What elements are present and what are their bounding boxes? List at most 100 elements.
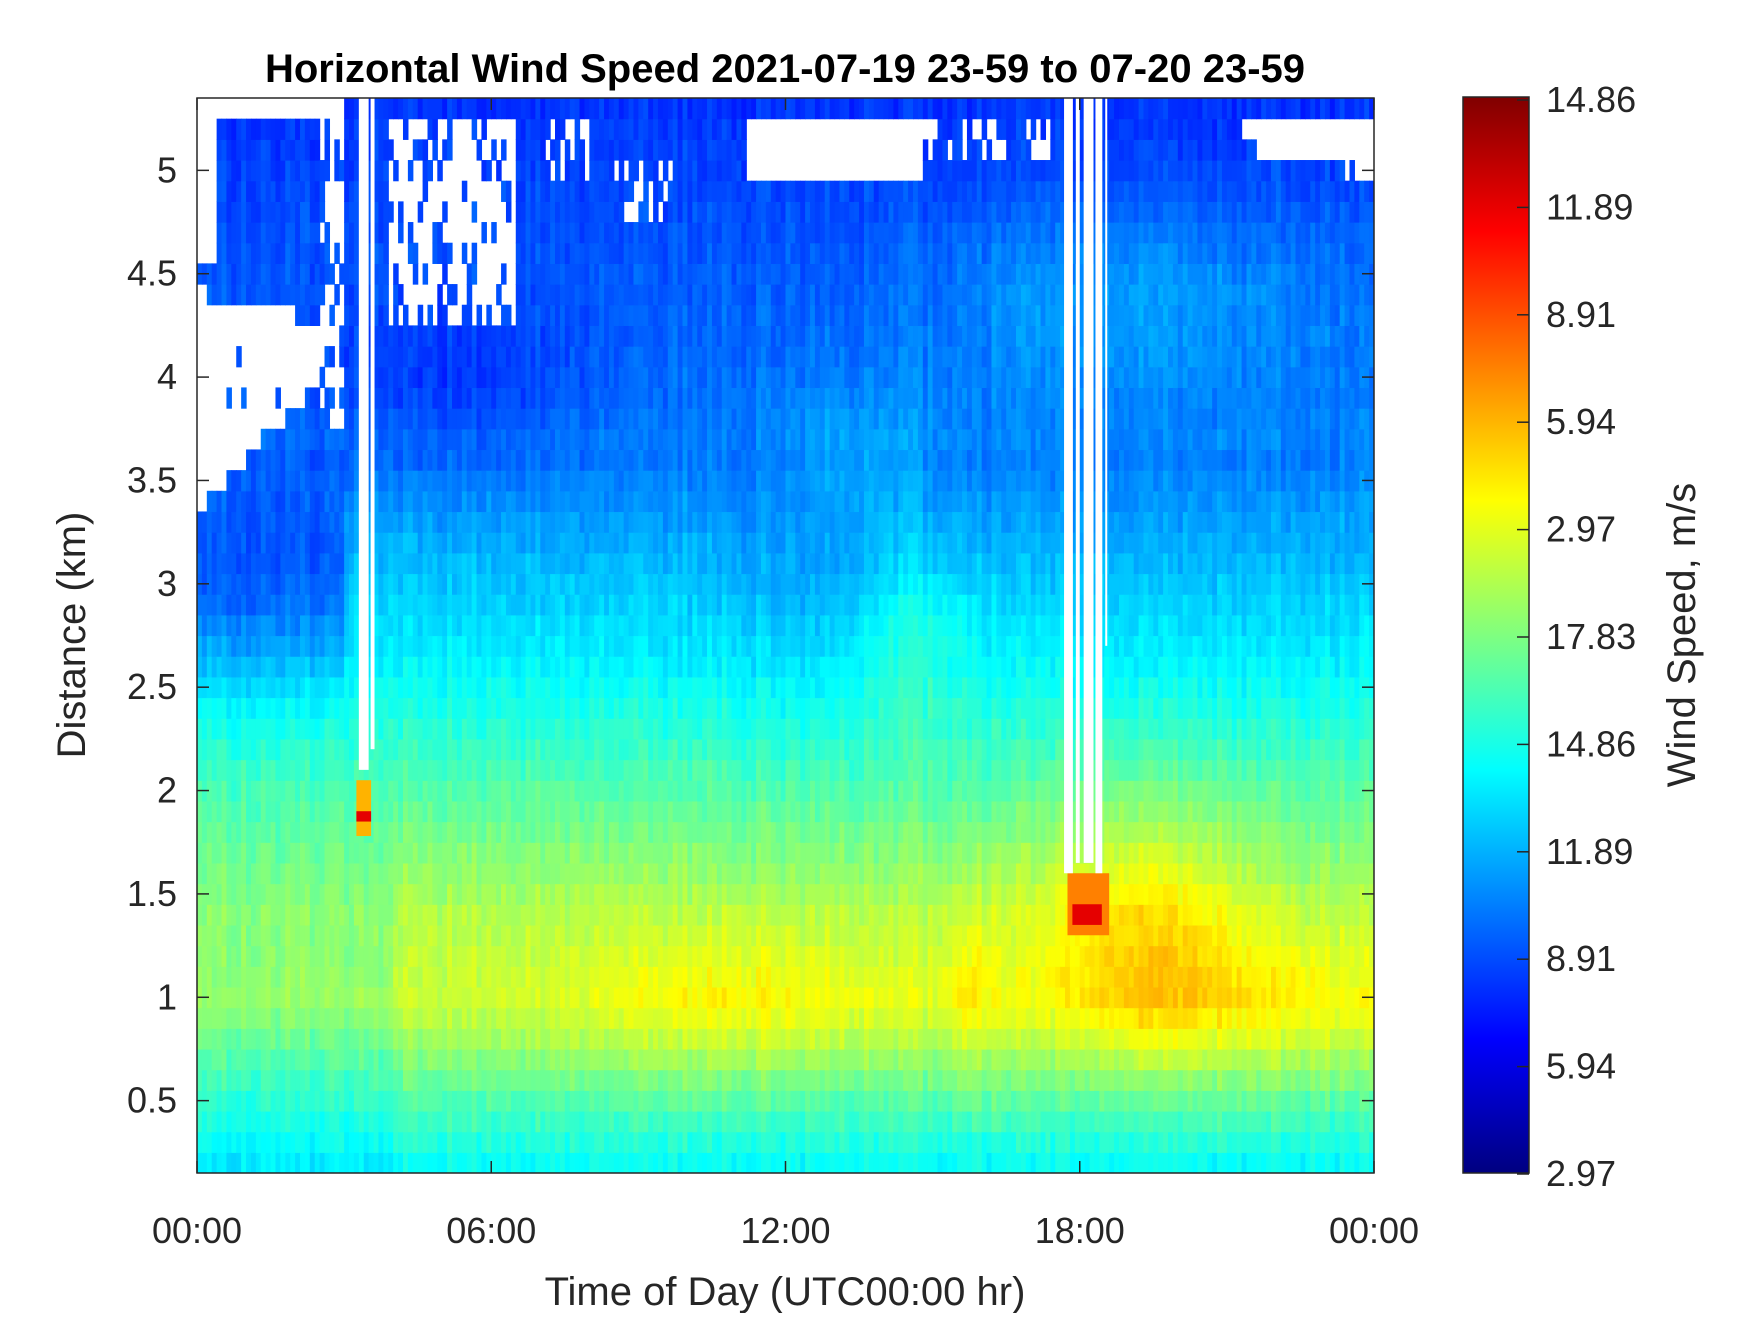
heatmap-cell xyxy=(226,1131,232,1153)
heatmap-cell xyxy=(618,966,625,988)
heatmap-cell xyxy=(344,1007,350,1029)
heatmap-cell xyxy=(339,532,345,554)
heatmap-cell xyxy=(501,573,507,595)
heatmap-cell xyxy=(569,222,576,244)
heatmap-cell xyxy=(584,635,590,657)
heatmap-cell xyxy=(564,738,571,761)
heatmap-cell xyxy=(525,263,532,285)
heatmap-cell xyxy=(657,242,664,264)
heatmap-cell xyxy=(393,449,399,471)
heatmap-cell xyxy=(496,862,502,885)
heatmap-cell xyxy=(594,1048,600,1071)
heatmap-cell xyxy=(314,118,321,140)
heatmap-cell xyxy=(353,98,360,120)
heatmap-cell xyxy=(589,304,595,326)
heatmap-cell xyxy=(236,201,242,223)
heatmap-cell xyxy=(692,924,698,947)
heatmap-cell xyxy=(667,304,674,326)
heatmap-cell xyxy=(339,573,345,595)
heatmap-cell xyxy=(349,800,355,823)
heatmap-cell xyxy=(702,201,708,223)
heatmap-cell xyxy=(687,180,693,202)
heatmap-cell xyxy=(402,325,409,347)
heatmap-cell xyxy=(471,1048,478,1071)
heatmap-cell xyxy=(584,966,590,988)
heatmap-cell xyxy=(589,635,595,657)
heatmap-cell xyxy=(510,532,517,554)
heatmap-cell xyxy=(383,284,389,306)
heatmap-cell xyxy=(456,325,463,347)
heatmap-cell xyxy=(407,635,414,657)
heatmap-cell xyxy=(250,118,257,140)
heatmap-cell xyxy=(255,1028,262,1050)
heatmap-cell xyxy=(599,1007,605,1029)
heatmap-cell xyxy=(329,532,335,554)
heatmap-cell xyxy=(398,1069,404,1091)
heatmap-cell xyxy=(280,139,286,161)
heatmap-cell xyxy=(662,594,669,616)
heatmap-cell xyxy=(344,98,350,120)
heatmap-cell xyxy=(638,139,644,161)
heatmap-cell xyxy=(442,1131,448,1153)
heatmap-cell xyxy=(623,1028,630,1050)
heatmap-cell xyxy=(456,98,463,120)
heatmap-cell xyxy=(236,532,242,554)
heatmap-cell xyxy=(599,1069,605,1091)
heatmap-cell xyxy=(599,573,605,595)
heatmap-cell xyxy=(319,780,326,802)
heatmap-cell xyxy=(236,1007,242,1029)
heatmap-cell xyxy=(697,1131,703,1153)
heatmap-cell xyxy=(295,1048,301,1071)
heatmap-cell xyxy=(707,428,713,451)
heatmap-cell xyxy=(466,1069,473,1091)
heatmap-cell xyxy=(643,1028,649,1050)
heatmap-cell xyxy=(584,800,590,823)
heatmap-cell xyxy=(437,573,443,595)
heatmap-cell xyxy=(260,780,267,802)
heatmap-cell xyxy=(456,718,463,740)
heatmap-cell xyxy=(496,676,502,699)
heatmap-cell xyxy=(550,470,556,492)
heatmap-cell xyxy=(211,1007,218,1029)
heatmap-cell xyxy=(604,573,610,595)
heatmap-cell xyxy=(623,1131,630,1153)
heatmap-cell xyxy=(667,656,674,678)
heatmap-cell xyxy=(344,635,350,657)
heatmap-cell xyxy=(231,1090,237,1112)
heatmap-cell xyxy=(692,552,698,575)
heatmap-cell xyxy=(535,904,541,926)
heatmap-cell xyxy=(564,346,571,368)
heatmap-cell xyxy=(574,945,581,967)
heatmap-cell xyxy=(197,945,203,967)
heatmap-cell xyxy=(608,738,615,761)
heatmap-cell xyxy=(344,614,350,637)
heatmap-cell xyxy=(599,284,605,306)
heatmap-cell xyxy=(535,160,541,182)
heatmap-cell xyxy=(339,1090,345,1112)
heatmap-cell xyxy=(324,697,331,719)
heatmap-cell xyxy=(437,408,443,430)
heatmap-cell xyxy=(353,139,360,161)
heatmap-cell xyxy=(290,821,296,843)
heatmap-cell xyxy=(496,656,502,678)
heatmap-cell xyxy=(393,98,399,120)
heatmap-cell xyxy=(515,1048,522,1071)
heatmap-cell xyxy=(613,263,620,285)
heatmap-cell xyxy=(550,1152,556,1173)
heatmap-cell xyxy=(599,904,605,926)
heatmap-cell xyxy=(707,284,713,306)
heatmap-cell xyxy=(486,800,492,823)
heatmap-cell xyxy=(412,387,419,409)
heatmap-cell xyxy=(383,594,389,616)
heatmap-cell xyxy=(486,366,492,389)
heatmap-cell xyxy=(682,1069,689,1091)
heatmap-cell xyxy=(545,862,551,885)
heatmap-cell xyxy=(579,346,586,368)
heatmap-cell xyxy=(260,924,267,947)
heatmap-cell xyxy=(319,676,326,699)
heatmap-cell xyxy=(486,552,492,575)
heatmap-cell xyxy=(491,842,497,864)
heatmap-cell xyxy=(329,470,335,492)
heatmap-cell xyxy=(613,118,620,140)
heatmap-cell xyxy=(197,614,203,637)
